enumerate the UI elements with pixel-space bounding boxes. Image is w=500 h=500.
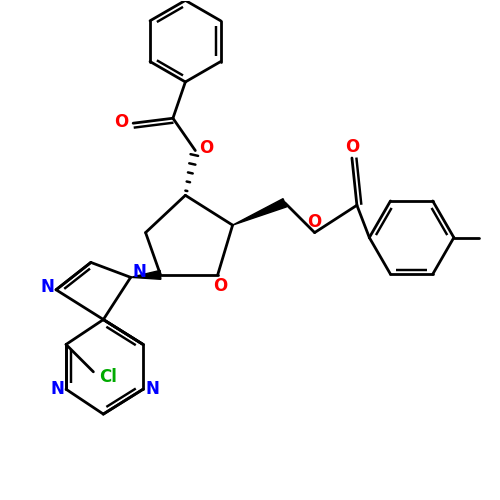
Text: N: N	[132, 264, 146, 281]
Text: O: O	[199, 139, 214, 157]
Polygon shape	[130, 270, 161, 280]
Text: O: O	[345, 138, 359, 156]
Text: N: N	[145, 380, 159, 398]
Text: N: N	[40, 278, 54, 296]
Text: N: N	[50, 380, 64, 398]
Text: O: O	[308, 212, 322, 230]
Text: O: O	[114, 113, 128, 131]
Text: Cl: Cl	[100, 368, 117, 386]
Text: O: O	[213, 277, 228, 295]
Polygon shape	[232, 198, 286, 225]
